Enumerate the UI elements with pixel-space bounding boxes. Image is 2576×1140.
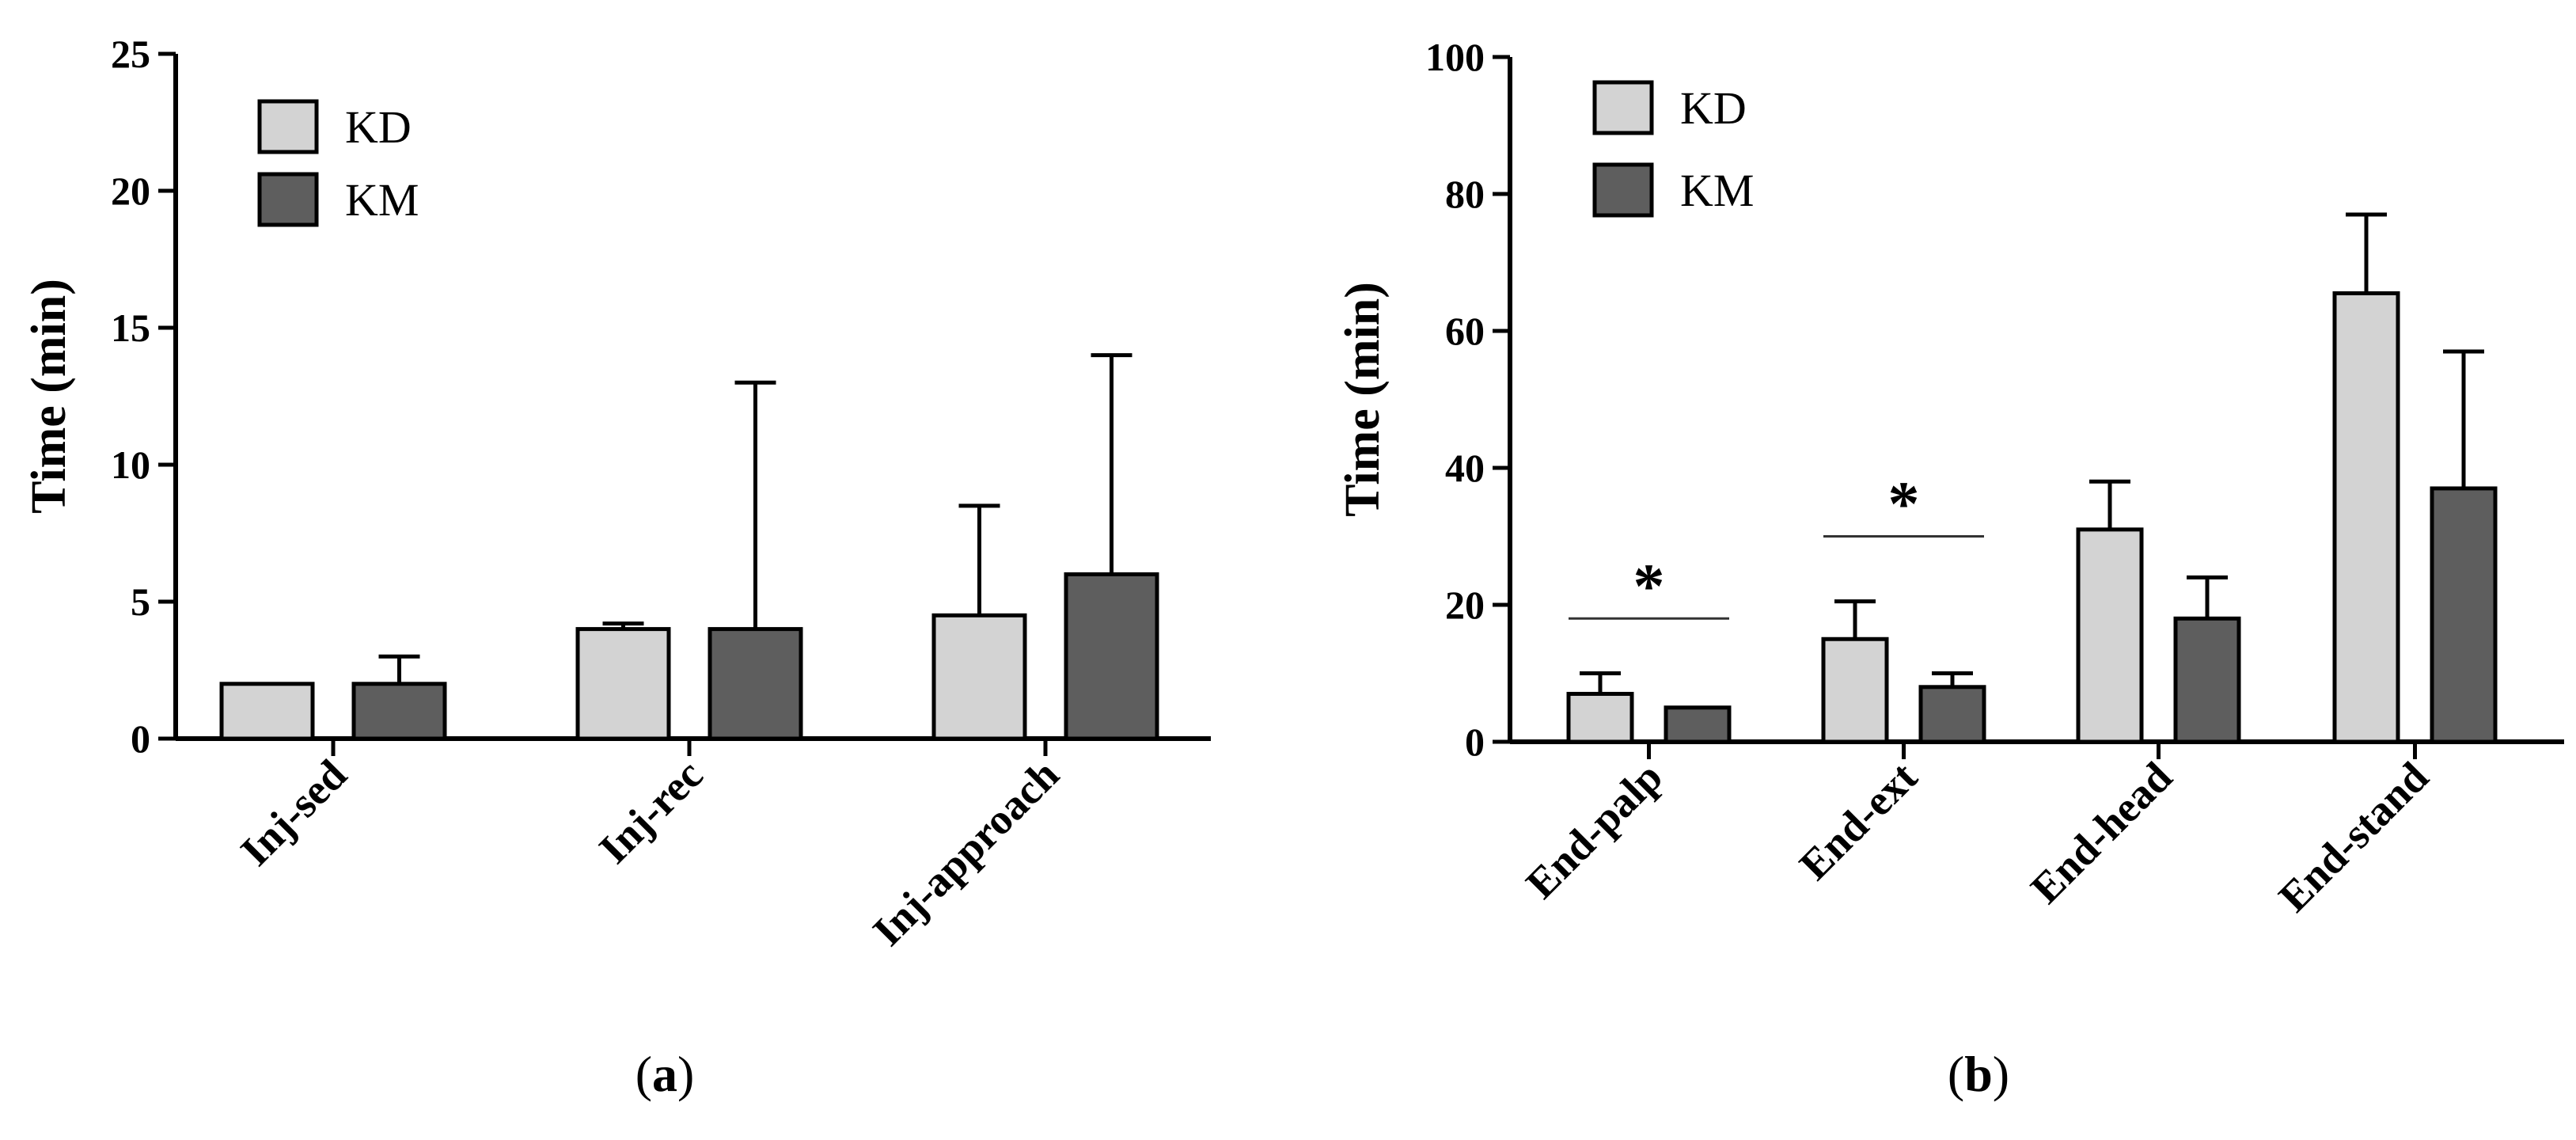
y-tick-label: 60: [1445, 309, 1485, 353]
bar-km: [351, 682, 447, 741]
x-tick-label: Inj-rec: [590, 750, 711, 872]
x-tick-label: End-stand: [2270, 753, 2438, 921]
bar-kd: [931, 613, 1027, 741]
bar-km: [708, 627, 803, 741]
y-tick-label: 0: [1465, 720, 1485, 764]
caption-close: ): [677, 1046, 694, 1102]
x-tick-label: End-head: [2021, 753, 2181, 913]
bar-km: [2430, 486, 2498, 744]
chart-a: 0 5 10 15 20 25 Time (min) Inj-sed Inj-rec Inj-ap…: [22, 32, 1211, 1102]
bar-km: [1918, 685, 1986, 744]
bar-kd: [1566, 691, 1634, 744]
caption-letter: b: [1964, 1046, 1993, 1102]
x-tick-label: Inj-approach: [863, 750, 1068, 955]
bar-km: [2173, 616, 2241, 744]
y-tick-label: 80: [1445, 172, 1485, 216]
y-tick-label: 15: [111, 306, 150, 350]
legend-label-kd: KD: [1680, 82, 1747, 134]
caption-letter: a: [652, 1046, 677, 1102]
caption-close: ): [1993, 1046, 2009, 1102]
bar-km: [1064, 572, 1159, 741]
y-tick-label: 20: [1445, 583, 1485, 627]
x-tick-label: Inj-sed: [231, 750, 355, 875]
legend-swatch-km: [257, 172, 319, 227]
legend-swatch-kd: [1592, 80, 1654, 135]
caption-open: (: [635, 1046, 652, 1102]
bar-kd: [1821, 636, 1889, 744]
y-tick-label: 100: [1425, 35, 1485, 79]
y-axis-label: Time (min): [22, 279, 76, 514]
legend-label-km: KM: [1680, 165, 1754, 216]
y-tick-label: 20: [111, 169, 150, 213]
bar-kd: [575, 627, 671, 741]
legend-swatch-km: [1592, 162, 1654, 218]
significance-star: *: [1888, 470, 1920, 540]
bar-km: [1664, 705, 1732, 744]
panel-caption: (a): [635, 1046, 695, 1102]
legend-label-kd: KD: [345, 101, 412, 153]
y-tick-label: 5: [131, 580, 150, 624]
bar-kd: [2076, 527, 2144, 744]
caption-open: (: [1948, 1046, 1964, 1102]
x-tick-label: End-ext: [1790, 753, 1926, 889]
y-tick-label: 25: [111, 32, 150, 76]
y-tick-label: 10: [111, 443, 150, 487]
x-tick-label: End-palp: [1517, 753, 1671, 907]
chart-b: 0 20 40 60 80 100 Time (min) End-palp End-ext End…: [1336, 35, 2564, 1102]
y-tick-label: 0: [131, 716, 150, 761]
legend-swatch-kd: [257, 99, 319, 154]
y-axis-label: Time (min): [1336, 282, 1390, 517]
bar-kd: [219, 682, 315, 741]
y-tick-label: 40: [1445, 446, 1485, 490]
significance-star: *: [1633, 552, 1665, 621]
panel-caption: (b): [1948, 1046, 2009, 1102]
legend-label-km: KM: [345, 174, 419, 226]
bar-kd: [2332, 291, 2400, 744]
